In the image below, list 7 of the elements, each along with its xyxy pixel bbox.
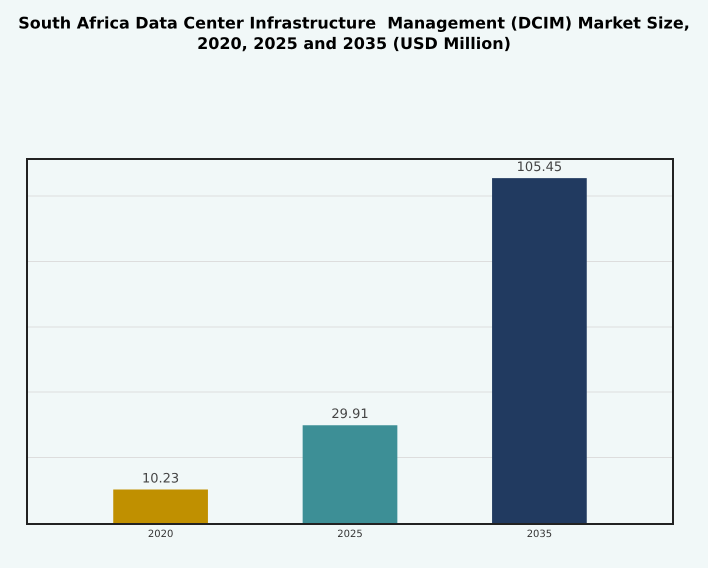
data-label: 29.91 [331,407,369,422]
x-tick-label: 2035 [526,528,552,540]
chart-title: South Africa Data Center Infrastructure Management (DCIM) Market Size, 2020, 2025 and 2035 (USD Million) [18,13,690,54]
x-tick-label: 2020 [148,528,174,540]
data-label: 10.23 [142,472,180,487]
x-tick-label: 2025 [337,528,363,540]
data-label: 105.45 [516,160,562,176]
